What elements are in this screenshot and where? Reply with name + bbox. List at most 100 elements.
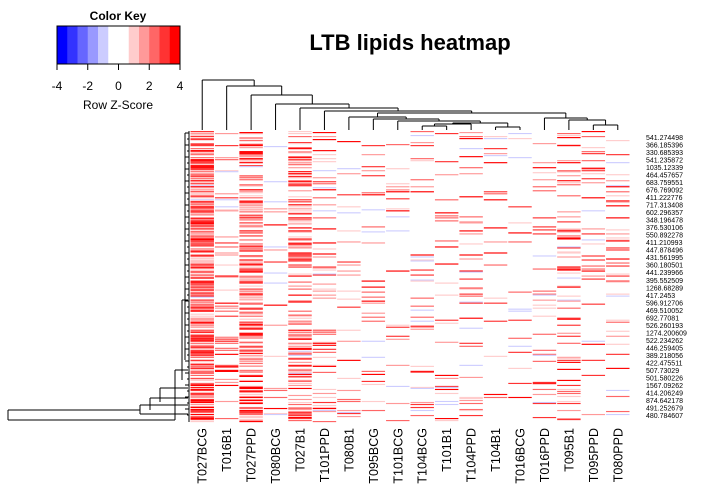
heatmap-cell xyxy=(581,239,606,241)
heatmap-cell xyxy=(410,386,434,389)
heatmap-cell xyxy=(239,184,263,186)
heatmap-cell xyxy=(214,384,239,387)
heatmap-cell xyxy=(581,173,606,175)
heatmap-cell xyxy=(312,197,337,199)
heatmap-cell xyxy=(606,295,630,297)
heatmap-cell xyxy=(190,150,214,152)
heatmap-cell xyxy=(288,147,312,149)
heatmap-cell xyxy=(606,293,630,295)
heatmap-cell xyxy=(239,226,263,228)
heatmap-cell xyxy=(288,171,312,173)
heatmap-cell xyxy=(410,260,434,262)
heatmap-cell xyxy=(239,197,263,199)
heatmap-cell xyxy=(288,334,312,336)
heatmap-cell xyxy=(288,184,312,186)
heatmap-cell xyxy=(312,139,337,141)
heatmap-cell xyxy=(190,336,214,338)
heatmap-cell xyxy=(532,143,557,145)
heatmap-cell xyxy=(581,265,606,267)
heatmap-cell xyxy=(606,154,630,156)
heatmap-cell xyxy=(239,342,263,344)
heatmap-cell xyxy=(459,364,483,366)
heatmap-cell xyxy=(190,167,214,169)
heatmap-cell xyxy=(239,147,263,149)
heatmap-cell xyxy=(239,248,263,250)
heatmap-cell xyxy=(239,192,263,194)
heatmap-cell xyxy=(190,233,214,235)
heatmap-cell xyxy=(190,370,214,372)
column-label: T095B1 xyxy=(562,428,576,472)
heatmap-cell xyxy=(239,413,263,416)
heatmap-cell xyxy=(606,273,630,275)
heatmap-cell xyxy=(288,310,312,312)
heatmap-cell xyxy=(288,358,312,360)
heatmap-cell xyxy=(214,342,239,344)
heatmap-cell xyxy=(508,232,532,234)
heatmap-cell xyxy=(214,305,239,307)
heatmap-cell xyxy=(483,241,508,243)
heatmap-cell xyxy=(239,243,263,245)
heatmap-cell xyxy=(581,233,606,235)
heatmap-cell xyxy=(459,148,483,150)
heatmap-cell xyxy=(288,417,312,420)
heatmap-cell xyxy=(288,372,312,374)
column-label: T016BCG xyxy=(514,428,528,484)
heatmap-cell xyxy=(239,145,263,147)
heatmap-cell xyxy=(581,340,606,342)
row-label: 441.239966 xyxy=(646,270,683,277)
heatmap-cell xyxy=(190,354,214,356)
heatmap-cell xyxy=(190,228,214,230)
heatmap-cell xyxy=(312,269,337,271)
row-label: 360.180501 xyxy=(646,263,683,270)
heatmap-cell xyxy=(434,377,459,380)
heatmap-cell xyxy=(459,409,483,412)
heatmap-cell xyxy=(190,251,214,253)
heatmap-cell xyxy=(239,346,263,348)
heatmap-cell xyxy=(239,333,263,335)
heatmap-cell xyxy=(361,356,386,358)
heatmap-cell xyxy=(239,189,263,191)
heatmap-cell xyxy=(581,374,606,376)
heatmap-cell xyxy=(190,138,214,140)
heatmap-cell xyxy=(288,361,312,363)
heatmap-cell xyxy=(581,131,606,133)
heatmap-cell xyxy=(190,180,214,182)
heatmap-cell xyxy=(508,351,532,353)
heatmap-cell xyxy=(483,355,508,357)
row-label: 526.260193 xyxy=(646,323,683,330)
heatmap-cell xyxy=(288,258,312,260)
heatmap-cell xyxy=(190,235,214,237)
heatmap-cell xyxy=(190,266,214,268)
heatmap-cell xyxy=(459,402,483,405)
heatmap-cell xyxy=(190,282,214,284)
heatmap-cell xyxy=(239,281,263,283)
heatmap-cell xyxy=(239,312,263,314)
heatmap-cell xyxy=(483,396,508,399)
heatmap-cell xyxy=(288,331,312,333)
heatmap-cell xyxy=(557,247,581,249)
heatmap-cell xyxy=(263,304,288,306)
row-label: 491.252679 xyxy=(646,405,683,412)
heatmap-cell xyxy=(459,345,483,347)
heatmap-cell xyxy=(581,136,606,138)
heatmap-cell xyxy=(190,211,214,213)
heatmap-cell xyxy=(361,380,386,383)
heatmap-cell xyxy=(190,306,214,308)
heatmap-cell xyxy=(263,387,288,390)
heatmap-cell xyxy=(434,282,459,284)
heatmap-cell xyxy=(606,162,630,164)
heatmap-cell xyxy=(532,229,557,231)
heatmap-cell xyxy=(190,201,214,203)
heatmap-cell xyxy=(190,159,214,161)
heatmap-cell xyxy=(288,337,312,339)
heatmap-cell xyxy=(239,195,263,197)
heatmap-cell xyxy=(557,417,581,420)
heatmap-cell xyxy=(361,291,386,293)
heatmap-cell xyxy=(581,413,606,416)
heatmap-cell xyxy=(288,384,312,387)
heatmap-cell xyxy=(386,364,410,366)
heatmap-cell xyxy=(239,144,263,146)
color-key-swatch xyxy=(77,26,89,64)
heatmap-cell xyxy=(557,267,581,269)
heatmap-cell xyxy=(557,221,581,223)
